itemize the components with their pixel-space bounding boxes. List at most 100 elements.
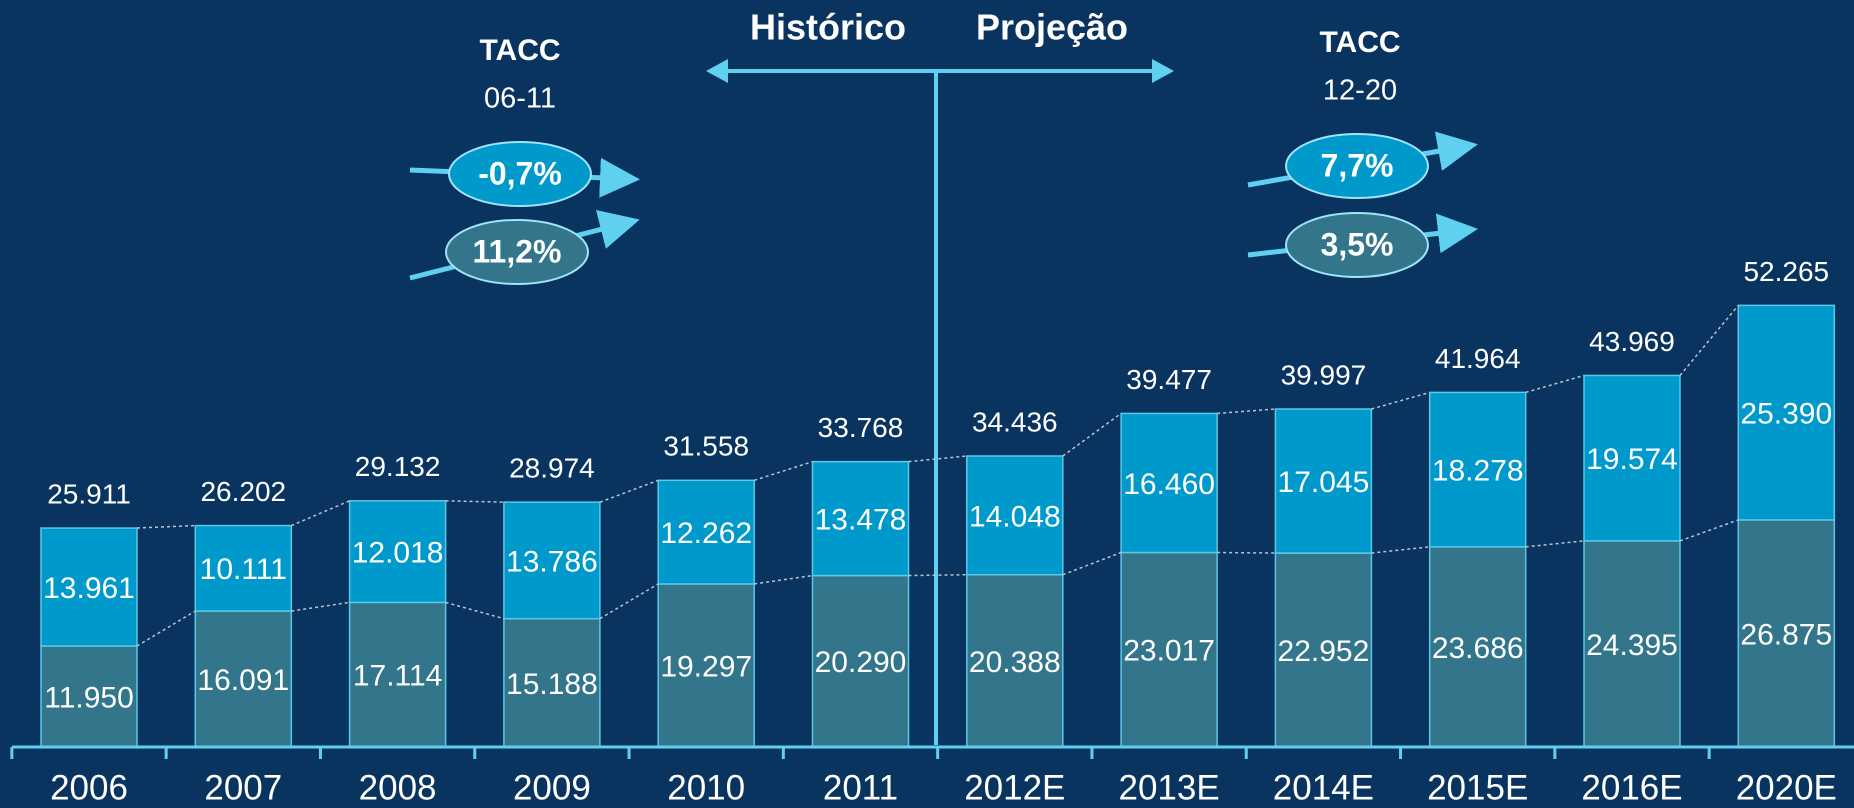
tacc-title: TACC	[1319, 26, 1400, 59]
segment-label: 16.460	[1123, 468, 1215, 501]
x-tick-label: 2020E	[1736, 768, 1837, 807]
x-tick-label: 2015E	[1427, 768, 1528, 807]
bar-segment	[1274, 552, 1373, 748]
connector	[599, 583, 659, 620]
connector	[1679, 519, 1739, 542]
x-tick-label: 2009	[513, 768, 591, 807]
segment-label: 20.388	[969, 646, 1061, 679]
bar-segment	[1120, 551, 1218, 748]
tacc-period: 06-11	[484, 83, 556, 115]
segment-label: 13.786	[506, 545, 598, 578]
total-label: 28.974	[509, 453, 595, 484]
connector	[1062, 412, 1122, 457]
total-label: 52.265	[1743, 256, 1829, 287]
rate-label: 7,7%	[1321, 147, 1394, 183]
bar-segment	[1428, 546, 1527, 748]
x-tick-label: 2012E	[964, 768, 1065, 807]
total-label: 39.477	[1126, 364, 1212, 395]
connector	[1371, 391, 1430, 410]
total-label: 43.969	[1589, 326, 1675, 357]
segment-label: 22.952	[1278, 635, 1370, 668]
bar-segment	[657, 479, 755, 585]
connector	[445, 500, 504, 503]
total-label: 31.558	[663, 431, 749, 462]
bar-segment	[194, 524, 293, 612]
x-tick-label: 2006	[50, 768, 128, 807]
segment-label: 26.875	[1740, 618, 1832, 651]
segment-label: 13.961	[43, 572, 135, 605]
x-tick-label: 2011	[823, 768, 898, 807]
rate-oval	[445, 219, 589, 285]
bar-segment	[1428, 391, 1527, 548]
rate-label: 11,2%	[473, 233, 562, 269]
segment-label: 14.048	[969, 500, 1061, 533]
bar-segment	[40, 527, 138, 647]
rate-oval	[448, 141, 592, 207]
segment-label: 13.478	[815, 504, 907, 537]
rate-oval	[1285, 133, 1429, 199]
bar-segment	[811, 460, 910, 577]
segment-label: 16.091	[197, 664, 289, 697]
connector	[599, 479, 659, 503]
segment-label: 12.262	[660, 517, 752, 550]
connector	[1371, 546, 1430, 554]
total-label: 34.436	[972, 406, 1058, 437]
connector	[1679, 304, 1739, 376]
connector	[1525, 540, 1585, 548]
total-label: 41.964	[1435, 343, 1521, 374]
segment-label: 11.950	[44, 681, 134, 714]
segment-label: 23.686	[1432, 632, 1524, 665]
bar-segment	[1274, 408, 1373, 554]
segment-label: 25.390	[1740, 398, 1832, 431]
connector	[1525, 374, 1585, 394]
segment-label: 17.114	[353, 660, 443, 693]
total-label: 39.997	[1281, 359, 1367, 390]
tacc-period: 12-20	[1323, 75, 1397, 107]
rate-oval	[1285, 212, 1429, 278]
segment-label: 15.188	[506, 668, 598, 701]
segment-label: 20.290	[815, 646, 907, 679]
bar-segment	[348, 500, 447, 604]
connector	[1217, 408, 1276, 415]
rate-label: 3,5%	[1321, 226, 1394, 262]
bar-segment	[811, 574, 910, 748]
total-label: 26.202	[200, 476, 286, 507]
historico-label: Histórico	[750, 7, 906, 48]
bar-segment	[1583, 374, 1681, 542]
connector	[754, 574, 813, 585]
segment-label: 18.278	[1432, 455, 1524, 488]
bar-segment	[503, 617, 601, 748]
total-label: 29.132	[355, 451, 441, 482]
bar-segment	[348, 601, 447, 748]
rate-label: -0,7%	[478, 155, 562, 191]
x-tick-label: 2016E	[1581, 768, 1682, 807]
total-label: 33.768	[818, 412, 904, 443]
segment-label: 19.574	[1586, 443, 1678, 476]
connector	[291, 500, 350, 527]
x-tick-label: 2008	[359, 768, 437, 807]
x-tick-label: 2010	[667, 768, 745, 807]
total-label: 25.911	[47, 478, 131, 509]
segment-label: 12.018	[352, 537, 444, 570]
connector	[136, 610, 196, 647]
bar-segment	[1737, 519, 1836, 748]
connector	[445, 601, 505, 620]
projecao-label: Projeção	[976, 7, 1128, 48]
x-tick-label: 2014E	[1273, 768, 1374, 807]
segment-label: 24.395	[1586, 629, 1678, 662]
bar-segment	[1737, 304, 1836, 521]
bar-segment	[966, 573, 1064, 748]
segment-label: 19.297	[660, 650, 752, 683]
segment-label: 23.017	[1123, 635, 1215, 668]
tacc-title: TACC	[479, 34, 560, 67]
connector	[908, 455, 967, 463]
bar-segment	[1120, 412, 1218, 554]
connector	[136, 524, 196, 529]
x-tick-label: 2013E	[1118, 768, 1219, 807]
connector	[1217, 551, 1276, 554]
bar-segment	[1583, 540, 1681, 748]
bar-segment	[966, 455, 1064, 576]
connector	[908, 573, 967, 577]
bar-segment	[503, 501, 601, 620]
